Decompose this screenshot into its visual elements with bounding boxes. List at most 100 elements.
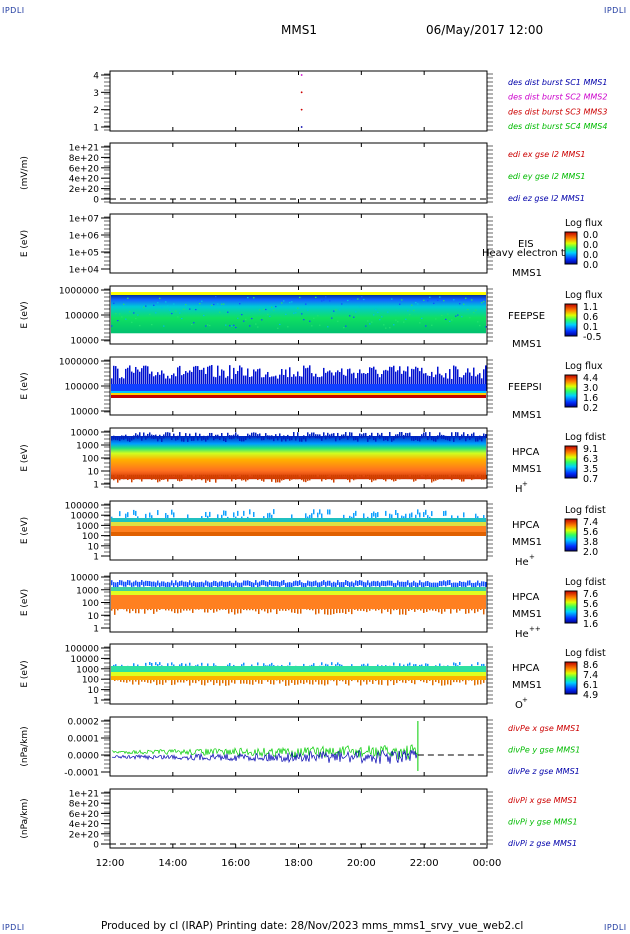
spectrogram-speck — [175, 310, 177, 312]
spectrogram-speck — [229, 325, 231, 327]
spectrogram-speck — [111, 325, 113, 327]
spectrogram-column — [198, 609, 200, 610]
spectrogram-column — [483, 581, 485, 587]
spectrogram-column — [141, 580, 143, 586]
spectrogram-column — [445, 510, 447, 516]
spectrogram-speck — [115, 312, 117, 315]
spectrogram-column — [257, 369, 259, 391]
spectrogram-column — [331, 662, 333, 666]
spectrogram-column — [297, 474, 299, 480]
spectrogram-column — [423, 474, 425, 476]
spectrogram-column — [423, 432, 425, 437]
spectrogram-column — [263, 663, 265, 667]
y-tick-label: 8e+20 — [69, 800, 100, 810]
spectrogram-column — [393, 662, 395, 666]
spectrogram-column — [149, 373, 151, 391]
y-tick-label: 6e+20 — [69, 810, 100, 820]
spectrogram-column — [342, 609, 344, 613]
spectrogram-speck — [275, 305, 277, 308]
spectrogram-column — [375, 512, 377, 518]
spectrogram-column — [185, 433, 187, 438]
spectrogram-speck — [361, 296, 363, 298]
spectrogram-column — [185, 581, 187, 587]
spectrogram-column — [395, 434, 397, 439]
spectrogram-column — [241, 474, 243, 481]
spectrogram-speck — [163, 325, 165, 327]
corner-label-top-left: IPDLI — [2, 6, 25, 15]
spectrogram-column — [413, 474, 415, 482]
spectrogram-column — [357, 437, 359, 442]
spectrogram-column — [354, 609, 356, 610]
spectrogram-column — [175, 376, 177, 391]
spectrogram-column — [153, 474, 155, 480]
spectrogram-column — [408, 680, 410, 681]
spectrogram-column — [361, 664, 363, 668]
spectrogram-column — [319, 509, 321, 515]
colorbar-tick-label: 0.1 — [583, 322, 598, 333]
spectrogram-speck — [187, 307, 189, 309]
spectrogram-column — [237, 474, 239, 476]
y-axis-label: E (eV) — [20, 301, 30, 328]
spectrogram-band — [111, 522, 486, 526]
colorbar-tick-label: 3.8 — [583, 537, 598, 548]
spectrogram-speck — [185, 304, 187, 306]
spectrogram-column — [399, 474, 401, 480]
spectrogram-column — [161, 437, 163, 442]
spectrogram-speck — [147, 305, 149, 307]
spectrogram-column — [271, 662, 273, 666]
spectrogram-column — [239, 365, 241, 391]
spectrogram-column — [429, 609, 431, 611]
spectrogram-column — [167, 663, 169, 667]
spectrogram-column — [359, 433, 361, 438]
spectrogram-column — [379, 474, 381, 478]
spectrogram-column — [209, 474, 211, 482]
spectrogram-column — [153, 376, 155, 391]
spectrogram-column — [369, 435, 371, 440]
spectrogram-column — [243, 609, 245, 611]
y-tick-label: 0.0002 — [68, 718, 100, 728]
spectrogram-column — [427, 375, 429, 391]
spectrogram-column — [301, 376, 303, 391]
spectrogram-column — [129, 580, 131, 586]
colorbar-tick-label: 9.1 — [583, 444, 598, 455]
spectrogram-column — [179, 581, 181, 587]
spectrogram-column — [455, 663, 457, 667]
spectrogram-column — [441, 434, 443, 439]
spectrogram-column — [195, 582, 197, 588]
spectrogram-column — [427, 436, 429, 441]
spectrogram-column — [480, 680, 482, 685]
spectrogram-column — [441, 474, 443, 480]
spectrogram-column — [137, 474, 139, 479]
spectrogram-column — [215, 581, 217, 587]
spectrogram-column — [435, 609, 437, 612]
spectrogram-column — [423, 609, 425, 613]
spectrogram-column — [129, 437, 131, 442]
spectrogram-column — [121, 580, 123, 586]
spectrogram-column — [189, 662, 191, 666]
spectrogram-speck — [303, 319, 305, 321]
spectrogram-column — [337, 580, 339, 586]
spectrogram-column — [165, 582, 167, 588]
spectrogram-column — [443, 435, 445, 440]
spectrogram-column — [243, 680, 245, 684]
spectrogram-column — [366, 609, 368, 613]
spectrogram-column — [423, 582, 425, 588]
spectrogram-column — [375, 609, 377, 611]
spectrogram-column — [450, 609, 452, 614]
spectrogram-column — [144, 609, 146, 614]
spectrogram-column — [255, 680, 257, 682]
spectrogram-column — [355, 510, 357, 516]
spectrogram-column — [243, 510, 245, 516]
y-tick-label: 4 — [93, 72, 99, 82]
spectrogram-column — [279, 680, 281, 684]
spectrogram-column — [345, 580, 347, 586]
spectrogram-column — [221, 580, 223, 586]
spectrogram-column — [133, 509, 135, 515]
spectrogram-column — [339, 371, 341, 391]
spectrogram-column — [269, 512, 271, 518]
spectrogram-column — [282, 609, 284, 611]
spectrogram-column — [353, 474, 355, 481]
spectrogram-speck — [349, 315, 351, 317]
y-tick-label: 10000 — [70, 337, 99, 347]
